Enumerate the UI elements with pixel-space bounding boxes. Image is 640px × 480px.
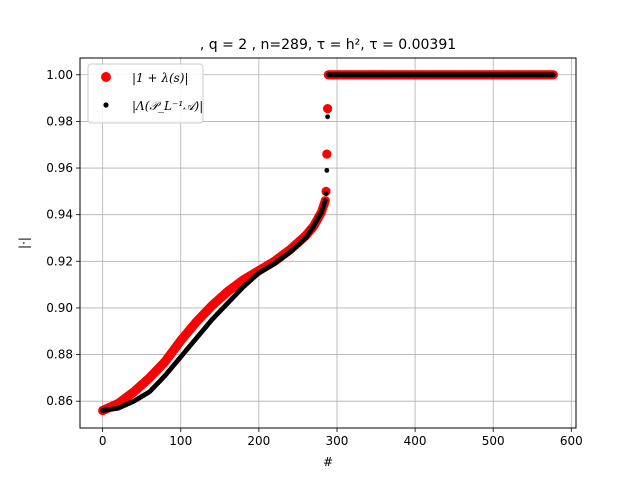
y-tick-label: 0.92 bbox=[46, 254, 73, 268]
ticks: 0 100 200 300 400 500 600 0.86 0.88 0.90 0.92 0.94 0… bbox=[46, 68, 582, 448]
legend: |1 + λ(s)| |Λ(𝒫_L⁻¹𝒜)| bbox=[87, 63, 204, 124]
y-axis-label: |·| bbox=[17, 237, 31, 249]
legend-label-series-2: |Λ(𝒫_L⁻¹𝒜)| bbox=[132, 99, 203, 113]
legend-marker-series-1 bbox=[101, 72, 111, 82]
x-axis-label: # bbox=[323, 455, 333, 469]
legend-box bbox=[87, 63, 204, 124]
y-tick-label: 0.94 bbox=[46, 208, 73, 222]
legend-label-series-1: |1 + λ(s)| bbox=[132, 71, 189, 85]
data-point bbox=[323, 191, 329, 197]
data-point bbox=[322, 149, 332, 159]
series-2 bbox=[100, 72, 556, 413]
x-tick-label: 0 bbox=[99, 434, 107, 448]
y-tick-label: 0.86 bbox=[46, 394, 73, 408]
y-tick-label: 0.98 bbox=[46, 114, 73, 128]
x-tick-label: 400 bbox=[404, 434, 427, 448]
legend-marker-series-2 bbox=[103, 102, 109, 108]
data-point bbox=[325, 114, 331, 120]
y-tick-label: 0.88 bbox=[46, 348, 73, 362]
y-tick-label: 1.00 bbox=[46, 68, 73, 82]
plot-frame bbox=[79, 57, 577, 429]
x-tick-label: 200 bbox=[247, 434, 270, 448]
data-point bbox=[324, 167, 330, 173]
x-tick-label: 500 bbox=[482, 434, 505, 448]
y-tick-label: 0.96 bbox=[46, 161, 73, 175]
x-tick-label: 300 bbox=[326, 434, 349, 448]
data-point bbox=[550, 72, 556, 78]
data-point bbox=[323, 103, 333, 114]
x-tick-label: 600 bbox=[560, 434, 583, 448]
chart-title: , q = 2 , n=289, τ = h², τ = 0.00391 bbox=[200, 37, 456, 53]
data-points bbox=[98, 70, 558, 416]
data-point bbox=[322, 198, 328, 204]
y-tick-label: 0.90 bbox=[46, 301, 73, 315]
x-tick-label: 100 bbox=[169, 434, 192, 448]
